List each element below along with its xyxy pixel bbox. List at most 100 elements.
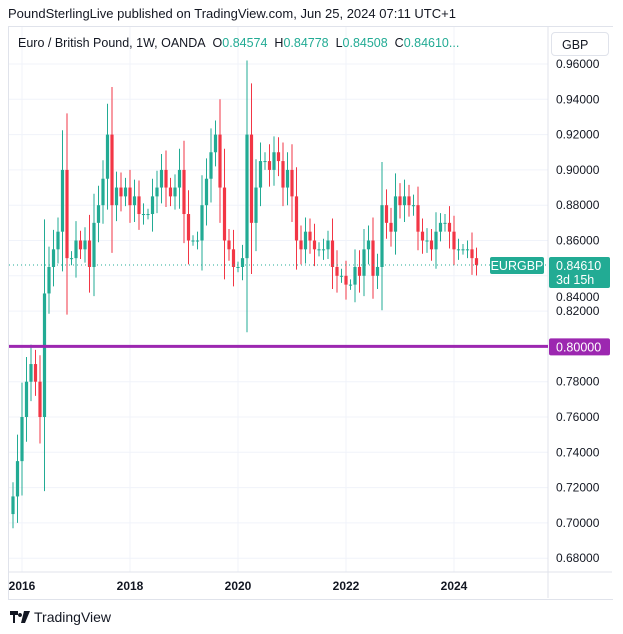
candle-body	[411, 205, 416, 207]
candle-body	[357, 266, 362, 276]
candle-body	[164, 169, 168, 188]
candle-body	[416, 205, 420, 232]
candle-body	[299, 240, 303, 250]
candle-body	[321, 249, 326, 251]
candle-body	[290, 169, 294, 197]
candle-body	[249, 134, 254, 223]
published-caption: PoundSterlingLive published on TradingVi…	[8, 6, 456, 21]
open-label: O	[212, 36, 223, 50]
candle-body	[42, 293, 47, 417]
candle-body	[317, 249, 321, 251]
candle-body	[60, 169, 65, 232]
candle-body	[366, 240, 371, 250]
candle-body	[240, 258, 245, 267]
candle-body	[344, 275, 348, 285]
candle-body	[24, 381, 29, 417]
candle-body	[15, 461, 20, 497]
close-value: 0.84610...	[403, 36, 460, 50]
y-tick-label: 0.76000	[556, 410, 600, 424]
candle-body	[20, 417, 24, 462]
last-price-tag-bg	[549, 257, 610, 289]
candle-body	[69, 258, 74, 260]
candle-body	[191, 240, 195, 242]
candle-body	[474, 258, 479, 266]
candle-body	[326, 240, 330, 250]
candle-body	[371, 240, 375, 276]
candle-body	[308, 231, 312, 241]
level-tag-bg	[549, 338, 610, 356]
y-tick-label: 0.94000	[556, 92, 600, 106]
y-tick-label: 0.92000	[556, 128, 600, 142]
symbol-tag-bg	[490, 257, 544, 275]
y-tick-label: 0.82000	[556, 304, 600, 318]
candle-body	[137, 196, 141, 215]
candle-body	[33, 364, 38, 382]
candle-body	[429, 240, 434, 250]
candle-body	[65, 169, 69, 259]
candle-body	[141, 214, 146, 216]
candle-body	[150, 196, 155, 215]
candle-body	[218, 134, 222, 188]
y-tick-label: 0.86000	[556, 234, 600, 248]
candle-body	[452, 231, 456, 250]
candle-body	[123, 187, 128, 197]
candle-body	[173, 187, 177, 197]
tradingview-logo[interactable]: TradingView	[10, 609, 111, 625]
candle-body	[105, 134, 110, 179]
level-label: 0.80000	[556, 340, 601, 354]
brand-name: TradingView	[34, 609, 112, 625]
candle-body	[78, 240, 83, 250]
candle-body	[168, 187, 173, 197]
candle-body	[461, 249, 465, 251]
candle-body	[276, 152, 281, 162]
candle-body	[83, 240, 87, 250]
candle-body	[159, 169, 164, 188]
chart-frame	[8, 26, 613, 600]
candle-body	[362, 249, 366, 276]
candle-body	[200, 205, 204, 241]
candle-body	[294, 196, 299, 241]
x-tick-label: 2016	[9, 579, 36, 593]
candle-body	[393, 196, 398, 232]
candle-body	[101, 178, 105, 206]
candle-body	[51, 249, 56, 267]
candle-body	[119, 187, 123, 197]
candle-body	[222, 187, 227, 241]
candle-body	[398, 196, 402, 206]
candle-body	[375, 266, 380, 276]
candle-body	[443, 222, 447, 224]
candle-body	[204, 178, 209, 206]
candle-body	[56, 231, 60, 250]
symbol-legend: Euro / British Pound, 1W, OANDA O0.84574…	[18, 36, 459, 50]
y-tick-label: 0.90000	[556, 163, 600, 177]
y-tick-label: 0.78000	[556, 375, 600, 389]
y-tick-label: 0.74000	[556, 445, 600, 459]
currency-button[interactable]: GBP	[551, 32, 609, 56]
y-tick-label: 0.68000	[556, 551, 600, 565]
candle-body	[434, 231, 438, 250]
candle-body	[236, 266, 240, 268]
candle-body	[209, 152, 213, 179]
candle-body	[96, 205, 101, 223]
high-label: H	[274, 36, 284, 50]
y-tick-label: 0.88000	[556, 198, 600, 212]
candle-body	[263, 161, 267, 163]
candle-body	[384, 205, 389, 223]
x-tick-label: 2024	[441, 579, 468, 593]
candle-body	[38, 381, 42, 417]
candle-body	[213, 134, 218, 153]
low-label: L	[335, 36, 343, 50]
y-tick-label: 0.70000	[556, 516, 600, 530]
candle-body	[335, 266, 339, 276]
candle-body	[303, 231, 308, 250]
candle-body	[312, 240, 317, 250]
candle-body	[47, 266, 51, 294]
candle-body	[114, 187, 119, 206]
candle-body	[267, 161, 272, 170]
candle-body	[420, 231, 425, 241]
candle-body	[281, 161, 285, 188]
candle-body	[438, 222, 443, 232]
x-tick-label: 2020	[225, 579, 252, 593]
